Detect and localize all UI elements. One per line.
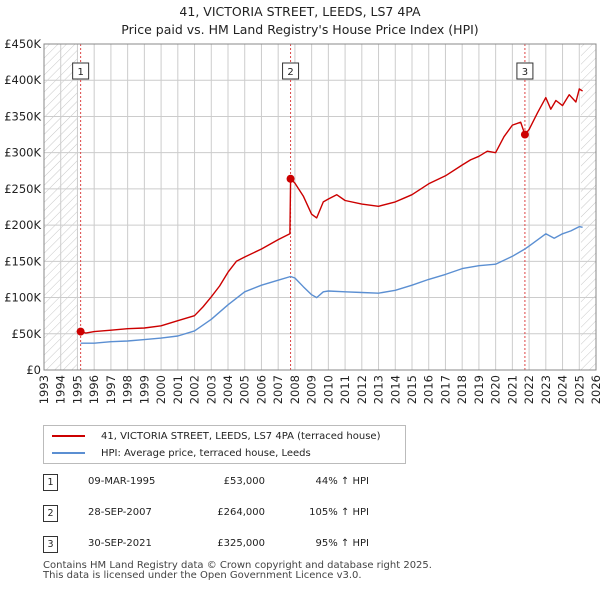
- x-tick-label: 2024: [556, 375, 570, 404]
- x-tick-label: 1993: [37, 375, 51, 404]
- x-tick-label: 2026: [589, 375, 600, 404]
- x-tick-label: 2017: [438, 375, 452, 404]
- chart-title: 41, VICTORIA STREET, LEEDS, LS7 4PA: [179, 4, 421, 19]
- sale-marker-box: [282, 62, 300, 80]
- chart-legend: 41, VICTORIA STREET, LEEDS, LS7 4PA (ter…: [43, 425, 406, 464]
- x-tick-label: 2004: [221, 375, 235, 404]
- sale-hpi-change: 105% ↑ HPI: [309, 507, 369, 518]
- x-tick-label: 2000: [154, 375, 168, 404]
- legend-swatch-property: [52, 435, 85, 437]
- sale-number-badge: 1: [43, 474, 58, 491]
- x-tick-label: 2023: [539, 375, 553, 404]
- y-tick-label: £150K: [4, 254, 41, 268]
- series-line-property: [80, 88, 583, 334]
- x-tick-label: 1998: [121, 375, 135, 404]
- x-tick-label: 2018: [455, 375, 469, 404]
- x-tick-label: 2014: [388, 375, 402, 404]
- y-tick-label: £300K: [4, 146, 41, 160]
- x-tick-label: 2001: [171, 375, 185, 404]
- x-tick-label: 1996: [87, 375, 101, 404]
- x-tick-label: 2015: [405, 375, 419, 404]
- x-tick-label: 2013: [372, 375, 386, 404]
- sale-number-badge: 2: [43, 505, 58, 522]
- footer-license: This data is licensed under the Open Gov…: [43, 570, 362, 581]
- x-tick-label: 2022: [522, 375, 536, 404]
- sale-point: [520, 130, 529, 139]
- sale-marker-label: 2: [287, 67, 293, 78]
- sale-marker-box: [72, 62, 90, 80]
- series-line-hpi: [80, 225, 583, 344]
- sale-marker-label: 1: [77, 67, 83, 78]
- x-tick-label: 1999: [137, 375, 151, 404]
- sale-hpi-change: 44% ↑ HPI: [315, 476, 369, 487]
- hatched-region: [580, 44, 596, 370]
- sale-date: 30-SEP-2021: [88, 538, 152, 549]
- x-tick-label: 2019: [472, 375, 486, 404]
- sale-date: 28-SEP-2007: [88, 507, 152, 518]
- y-tick-label: £200K: [4, 218, 41, 232]
- x-tick-label: 2002: [188, 375, 202, 404]
- x-tick-label: 2003: [204, 375, 218, 404]
- x-tick-label: 2011: [338, 375, 352, 404]
- x-tick-label: 2021: [505, 375, 519, 404]
- x-tick-label: 1994: [54, 375, 68, 404]
- x-tick-label: 2008: [288, 375, 302, 404]
- x-tick-label: 2010: [321, 375, 335, 404]
- footer-copyright: Contains HM Land Registry data © Crown c…: [43, 560, 432, 571]
- y-tick-label: £250K: [4, 182, 41, 196]
- sale-marker-label: 3: [522, 67, 528, 78]
- sale-price: £325,000: [217, 538, 265, 549]
- sale-marker-box: [516, 62, 534, 80]
- y-tick-label: £400K: [4, 73, 41, 87]
- legend-label-hpi: HPI: Average price, terraced house, Leed…: [101, 447, 311, 459]
- sale-point: [286, 174, 295, 183]
- sale-price: £53,000: [223, 476, 265, 487]
- x-tick-label: 1995: [70, 375, 84, 404]
- x-tick-label: 2016: [422, 375, 436, 404]
- sale-hpi-change: 95% ↑ HPI: [315, 538, 369, 549]
- y-tick-label: £350K: [4, 109, 41, 123]
- chart-subtitle: Price paid vs. HM Land Registry's House …: [121, 22, 479, 37]
- y-tick-label: £100K: [4, 291, 41, 305]
- x-tick-label: 1997: [104, 375, 118, 404]
- price-chart: £0 £50K £100K £150K £200K £250K £300K £350K £400…: [4, 37, 600, 404]
- legend-item-hpi: HPI: Average price, terraced house, Leed…: [52, 445, 311, 461]
- sale-point: [76, 327, 85, 336]
- x-tick-label: 2006: [254, 375, 268, 404]
- x-tick-label: 2005: [238, 375, 252, 404]
- legend-label-property: 41, VICTORIA STREET, LEEDS, LS7 4PA (ter…: [101, 430, 381, 442]
- x-tick-label: 2009: [305, 375, 319, 404]
- sale-date: 09-MAR-1995: [88, 476, 156, 487]
- plot-frame: [43, 43, 597, 371]
- y-tick-label: £450K: [4, 37, 41, 51]
- x-tick-label: 2012: [355, 375, 369, 404]
- x-tick-label: 2007: [271, 375, 285, 404]
- x-tick-label: 2020: [489, 375, 503, 404]
- footer: Contains HM Land Registry data © Crown c…: [43, 561, 432, 581]
- y-tick-label: £0: [26, 363, 41, 377]
- y-tick-label: £50K: [12, 327, 42, 341]
- x-tick-label: 2025: [572, 375, 586, 404]
- plot-area: [44, 44, 596, 370]
- legend-swatch-hpi: [52, 452, 85, 454]
- sale-price: £264,000: [217, 507, 265, 518]
- sale-number-badge: 3: [43, 536, 58, 553]
- legend-item-property: 41, VICTORIA STREET, LEEDS, LS7 4PA (ter…: [52, 428, 381, 444]
